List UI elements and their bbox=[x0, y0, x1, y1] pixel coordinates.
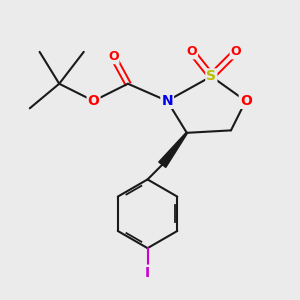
Text: O: O bbox=[186, 45, 197, 58]
Text: O: O bbox=[231, 45, 241, 58]
Text: I: I bbox=[145, 266, 150, 280]
Text: O: O bbox=[88, 94, 100, 108]
Text: N: N bbox=[161, 94, 173, 108]
Polygon shape bbox=[159, 132, 188, 167]
Text: S: S bbox=[206, 69, 216, 83]
Text: O: O bbox=[108, 50, 119, 63]
Text: O: O bbox=[240, 94, 252, 108]
